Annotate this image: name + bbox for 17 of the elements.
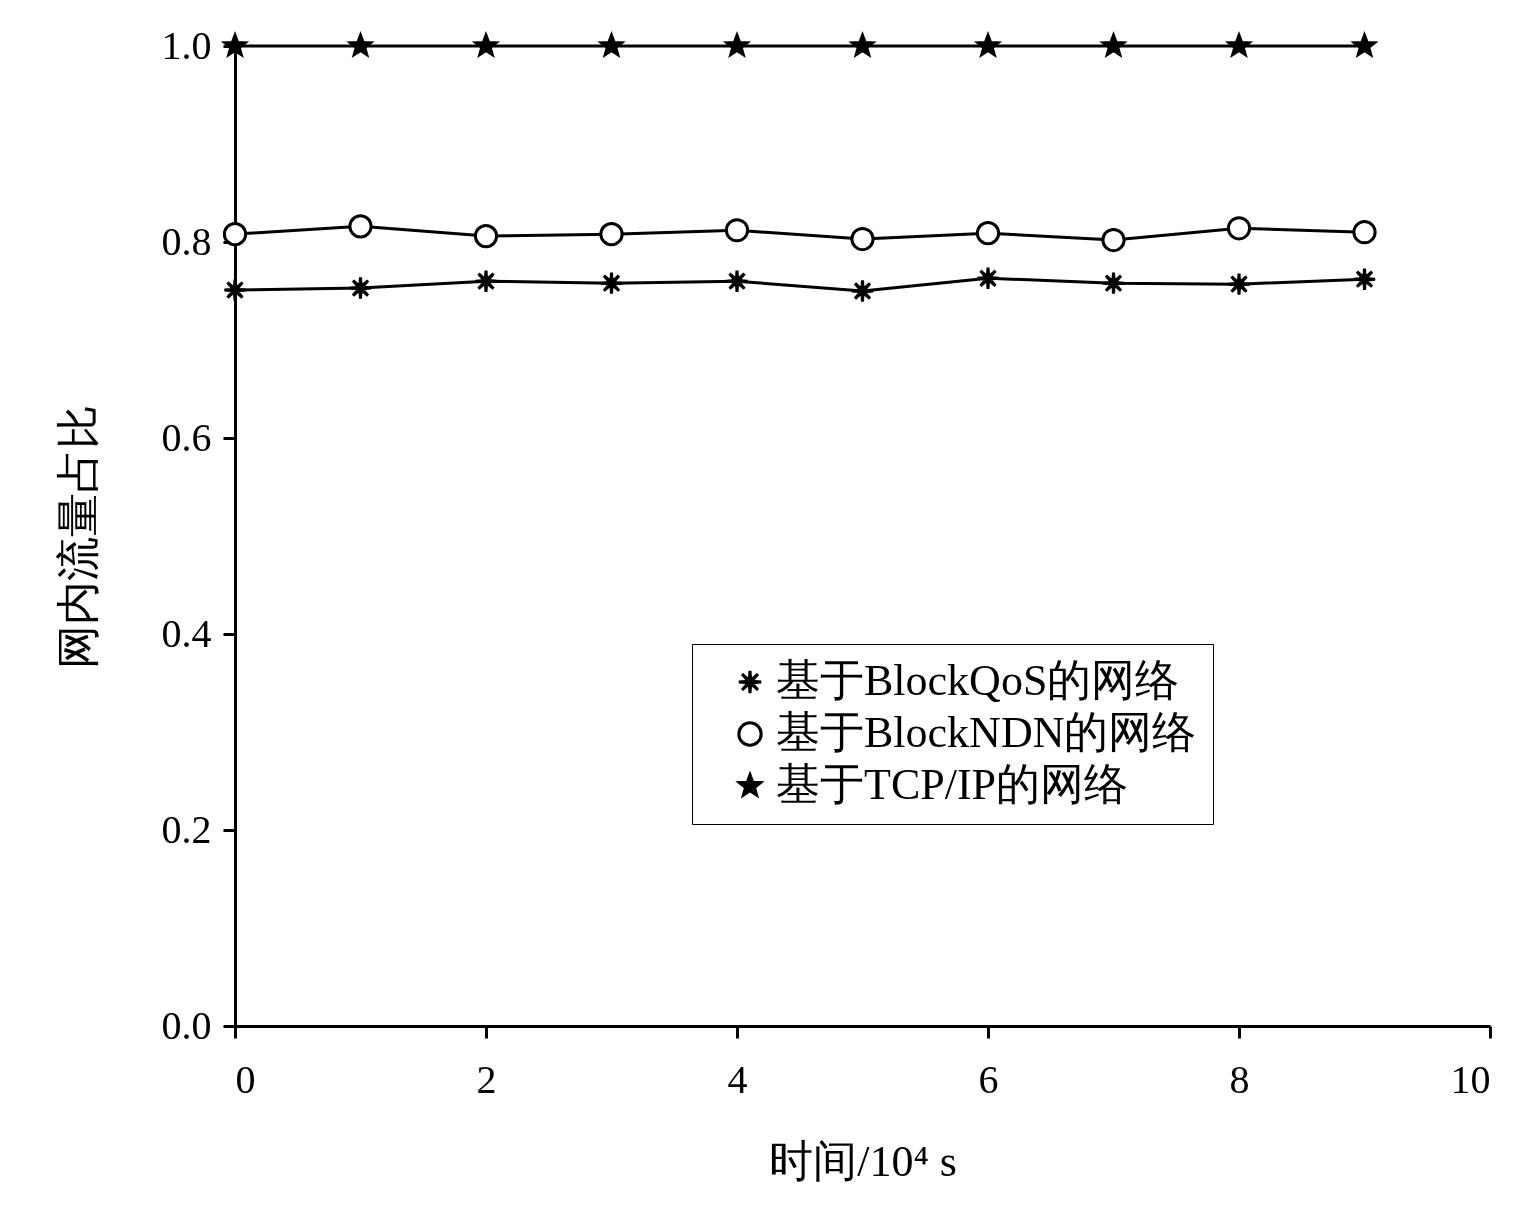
x-tick-label: 2 (476, 1056, 497, 1102)
y-tick-label: 0.4 (161, 610, 212, 656)
legend-label: 基于TCP/IP的网络 (776, 760, 1129, 809)
x-tick-label: 0 (235, 1056, 256, 1102)
y-tick-label: 0.6 (161, 414, 212, 460)
x-tick-label: 6 (978, 1056, 999, 1102)
x-tick-label: 8 (1229, 1056, 1250, 1102)
legend-label: 基于BlockNDN的网络 (776, 708, 1197, 757)
y-axis-title: 网内流量占比 (53, 404, 103, 669)
y-tick-label: 0.2 (161, 806, 212, 852)
y-tick-label: 1.0 (161, 22, 212, 68)
y-tick-label: 0.0 (161, 1002, 212, 1048)
x-axis-title: 时间/10⁴ s (769, 1136, 957, 1186)
x-tick-label: 4 (727, 1056, 748, 1102)
legend-label: 基于BlockQoS的网络 (776, 656, 1180, 705)
y-tick-label: 0.8 (161, 218, 212, 264)
x-tick-label: 10 (1450, 1056, 1491, 1102)
